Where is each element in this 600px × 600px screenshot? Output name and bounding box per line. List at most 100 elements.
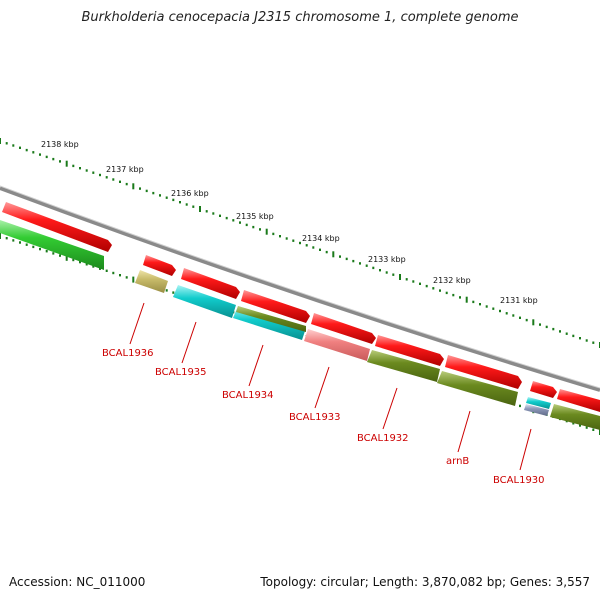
ruler-tick [325, 250, 328, 254]
feature-reverse-olive-end[interactable] [550, 404, 600, 430]
feature-bcal1935[interactable] [173, 285, 236, 318]
gene-label-arnb[interactable]: arnB [446, 456, 469, 467]
ruler-tick [472, 300, 475, 304]
inner-tick [585, 426, 588, 429]
genome-summary-text: Topology: circular; Length: 3,870,082 bp… [260, 575, 590, 589]
genome-backbone-highlight [0, 185, 600, 389]
leader-bcal1930 [519, 428, 532, 471]
ruler-tick [505, 312, 508, 315]
inner-tick [12, 239, 15, 242]
ruler-tick [265, 228, 268, 235]
inner-tick [39, 247, 41, 251]
ruler-tick [199, 206, 201, 212]
ruler-tick [12, 144, 15, 147]
feature-forward-2[interactable] [143, 255, 176, 276]
kbp-label-2131: 2131 kbp [500, 296, 538, 305]
ruler-tick [452, 293, 455, 297]
ruler-tick [552, 327, 555, 331]
ruler-tick [532, 319, 535, 326]
gene-label-bcal1932[interactable]: BCAL1932 [357, 433, 409, 444]
inner-tick [519, 404, 521, 408]
ruler-tick [445, 291, 448, 295]
accession-text: Accession: NC_011000 [9, 575, 146, 589]
ruler-tick [459, 296, 461, 299]
inner-tick [165, 289, 168, 292]
gene-label-bcal1936[interactable]: BCAL1936 [102, 348, 154, 359]
kbp-label-2132: 2132 kbp [433, 276, 471, 285]
ruler-tick [25, 148, 28, 152]
feature-forward-3[interactable] [181, 268, 240, 299]
ruler-tick [139, 187, 141, 190]
inner-tick [112, 271, 115, 275]
gene-label-bcal1934[interactable]: BCAL1934 [222, 390, 274, 401]
inner-tick [5, 237, 8, 240]
ruler-tick [572, 334, 575, 338]
ruler-tick [0, 138, 1, 144]
ruler-tick [559, 330, 561, 333]
feature-reverse-green[interactable] [0, 220, 104, 270]
ruler-tick [159, 194, 161, 197]
feature-bcal1933[interactable] [304, 329, 370, 361]
feature-forward-9[interactable] [557, 389, 600, 412]
ruler-tick [205, 210, 208, 213]
ruler-tick [99, 173, 101, 177]
kbp-label-2134: 2134 kbp [302, 234, 340, 243]
ruler-tick [65, 160, 68, 167]
forward-strand-track [2, 202, 600, 412]
inner-tick [105, 269, 108, 272]
ruler-tick [339, 255, 341, 258]
leader-bcal1935 [181, 321, 197, 364]
feature-forward-7[interactable] [445, 355, 522, 389]
feature-forward-8[interactable] [530, 381, 557, 398]
feature-forward-6[interactable] [375, 335, 444, 366]
gene-label-bcal1933[interactable]: BCAL1933 [289, 412, 341, 423]
feature-forward-4[interactable] [241, 290, 310, 323]
ruler-tick [59, 160, 61, 163]
ruler-tick [52, 157, 55, 161]
ruler-tick [45, 155, 48, 159]
inner-tick [45, 250, 48, 253]
leader-bcal1932 [382, 387, 398, 430]
ruler-tick [305, 244, 308, 247]
ruler-tick [212, 212, 215, 215]
ruler-tick [585, 339, 588, 342]
ruler-tick [392, 273, 395, 276]
ruler-tick [425, 284, 428, 288]
inner-tick [59, 254, 61, 257]
ruler-tick [512, 314, 515, 317]
feature-arnb[interactable] [437, 371, 518, 406]
ruler-tick [145, 189, 148, 193]
ruler-tick [185, 203, 188, 206]
feature-bcal1930[interactable] [524, 404, 549, 416]
ruler-tick [365, 264, 368, 267]
feature-bcal1934-olive[interactable] [236, 306, 306, 332]
feature-bcal1932[interactable] [367, 350, 440, 382]
ruler-tick [592, 341, 595, 344]
ruler-tick [545, 325, 548, 329]
feature-bcal1930-cyan[interactable] [526, 397, 551, 409]
gene-label-bcal1935[interactable]: BCAL1935 [155, 367, 207, 378]
leader-bcal1936 [129, 302, 145, 345]
feature-forward-1[interactable] [2, 202, 112, 252]
ruler-tick [285, 237, 288, 240]
ruler-tick [332, 251, 335, 258]
kbp-label-2138: 2138 kbp [41, 140, 79, 149]
ruler-tick [379, 269, 381, 272]
kbp-label-2133: 2133 kbp [368, 255, 406, 264]
inner-tick [79, 260, 81, 264]
ruler-tick [92, 171, 95, 174]
ruler-tick [432, 287, 435, 290]
ruler-tick [372, 266, 375, 270]
inner-tick [0, 233, 1, 239]
gene-label-bcal1930[interactable]: BCAL1930 [493, 475, 545, 486]
inner-tick [32, 245, 35, 249]
ruler-tick [232, 219, 235, 222]
ruler-tick [252, 225, 255, 229]
ruler-tick [405, 278, 408, 281]
kbp-label-2136: 2136 kbp [171, 189, 209, 198]
ruler-tick [152, 191, 155, 195]
feature-bcal1936[interactable] [135, 270, 168, 293]
feature-forward-5[interactable] [311, 313, 376, 344]
ruler-tick [279, 235, 281, 238]
